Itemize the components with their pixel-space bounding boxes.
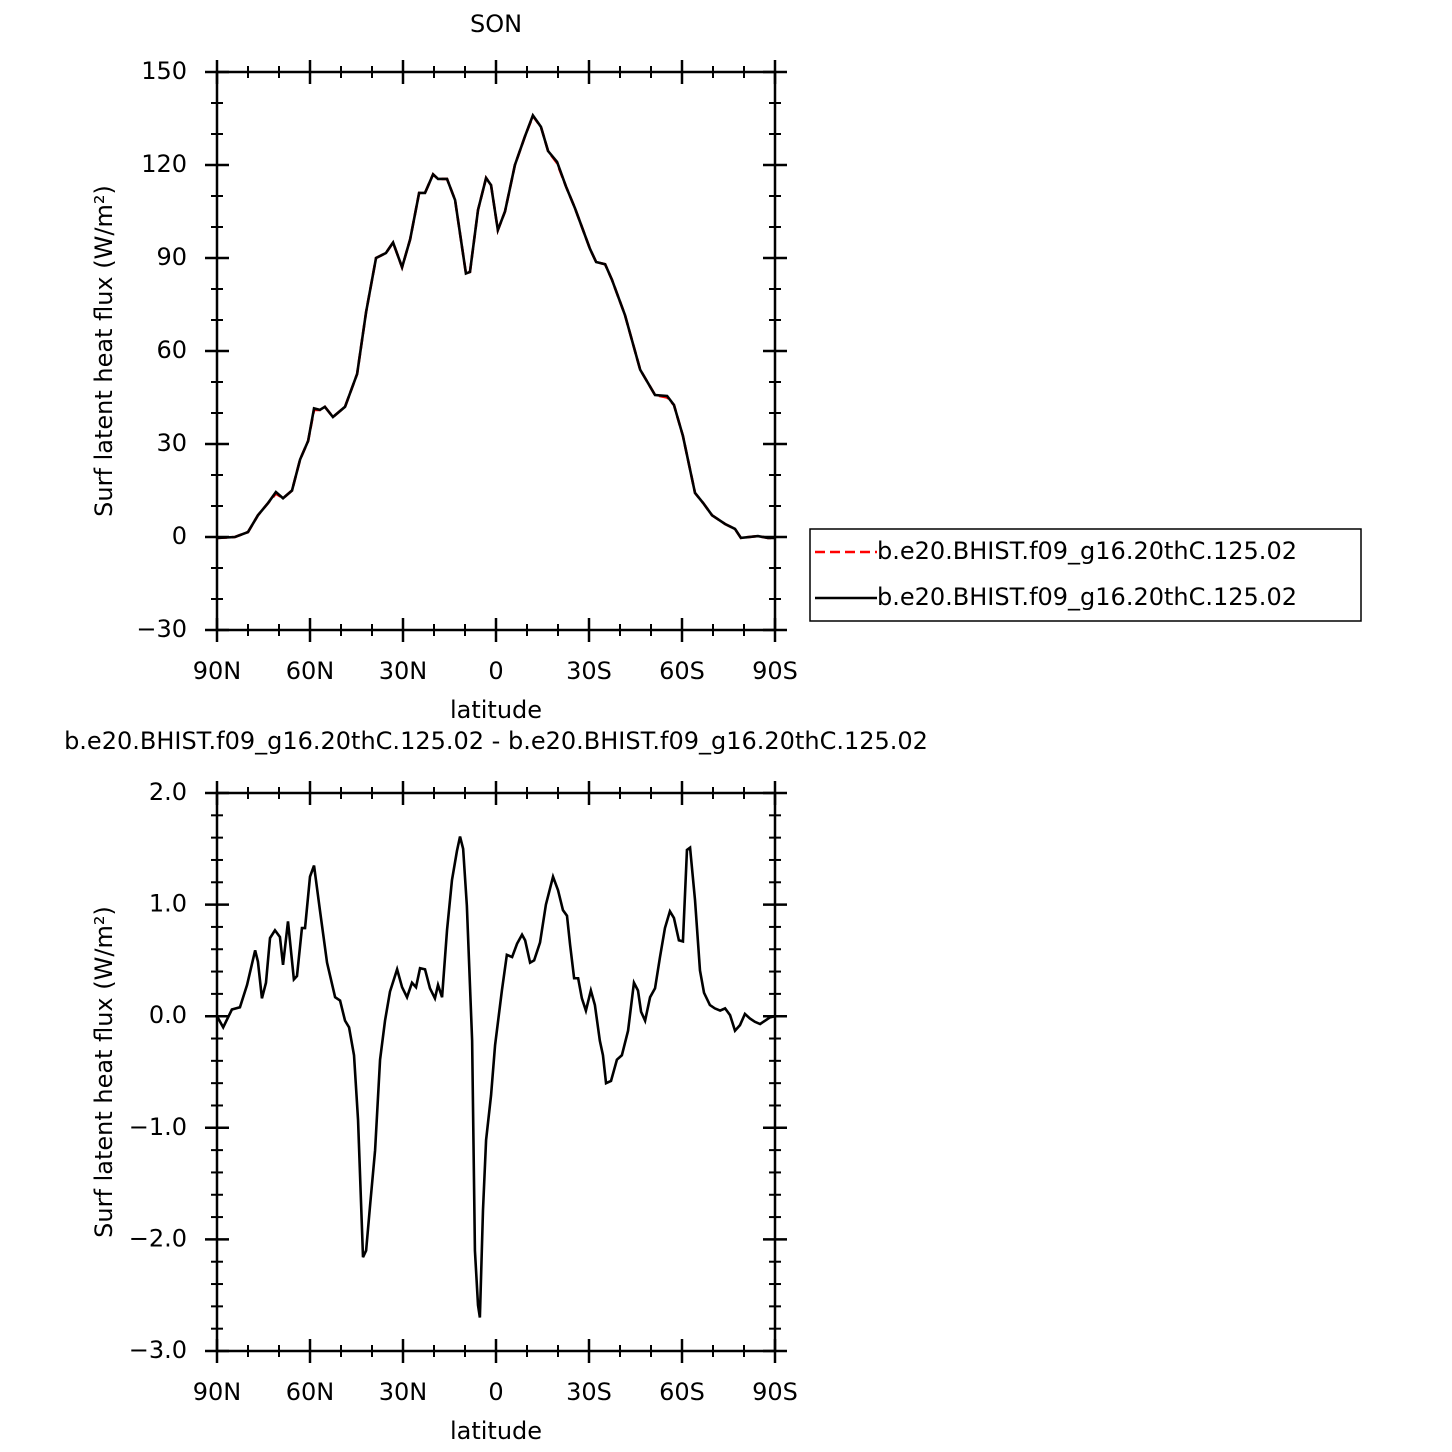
x-tick-label: 60N xyxy=(286,1378,335,1406)
y-tick-label: 30 xyxy=(156,429,187,457)
x-tick-label: 30N xyxy=(379,657,428,685)
chart-title: SON xyxy=(470,10,522,38)
plot-frame xyxy=(215,791,777,1353)
y-tick-label: 0.0 xyxy=(149,1001,187,1029)
y-tick-label: 120 xyxy=(141,150,187,178)
y-tick-label: 0 xyxy=(172,522,187,550)
x-tick-label: 60S xyxy=(659,657,705,685)
x-tick-label: 90N xyxy=(193,657,242,685)
legend: b.e20.BHIST.f09_g16.20thC.125.02 b.e20.BH… xyxy=(809,528,1362,622)
y-axis-label: Surf latent heat flux (W/m²) xyxy=(90,185,118,517)
x-tick-label: 30N xyxy=(379,1378,428,1406)
data-line xyxy=(216,112,775,540)
y-tick-label: 2.0 xyxy=(149,778,187,806)
x-tick-label: 60S xyxy=(659,1378,705,1406)
x-axis-label: latitude xyxy=(450,1417,542,1445)
chart-title: b.e20.BHIST.f09_g16.20thC.125.02 - b.e20… xyxy=(64,727,928,755)
y-tick-label: −30 xyxy=(136,615,187,643)
x-tick-label: 90N xyxy=(193,1378,242,1406)
data-line xyxy=(215,836,776,1318)
y-tick-label: −3.0 xyxy=(129,1336,187,1364)
x-tick-label: 30S xyxy=(566,657,612,685)
plot-frame xyxy=(215,70,777,632)
y-tick-label: 1.0 xyxy=(149,890,187,918)
x-tick-label: 60N xyxy=(286,657,335,685)
x-tick-label: 30S xyxy=(566,1378,612,1406)
legend-label: b.e20.BHIST.f09_g16.20thC.125.02 xyxy=(877,537,1297,565)
legend-box xyxy=(809,528,1362,622)
x-tick-label: 90S xyxy=(752,657,798,685)
y-tick-label: 90 xyxy=(156,243,187,271)
y-tick-label: −1.0 xyxy=(129,1113,187,1141)
y-tick-label: 150 xyxy=(141,57,187,85)
x-tick-label: 90S xyxy=(752,1378,798,1406)
y-tick-label: 60 xyxy=(156,336,187,364)
x-tick-label: 0 xyxy=(488,657,503,685)
x-tick-label: 0 xyxy=(488,1378,503,1406)
legend-label: b.e20.BHIST.f09_g16.20thC.125.02 xyxy=(877,583,1297,611)
y-tick-label: −2.0 xyxy=(129,1224,187,1252)
x-axis-label: latitude xyxy=(450,696,542,724)
y-axis-label: Surf latent heat flux (W/m²) xyxy=(90,906,118,1238)
